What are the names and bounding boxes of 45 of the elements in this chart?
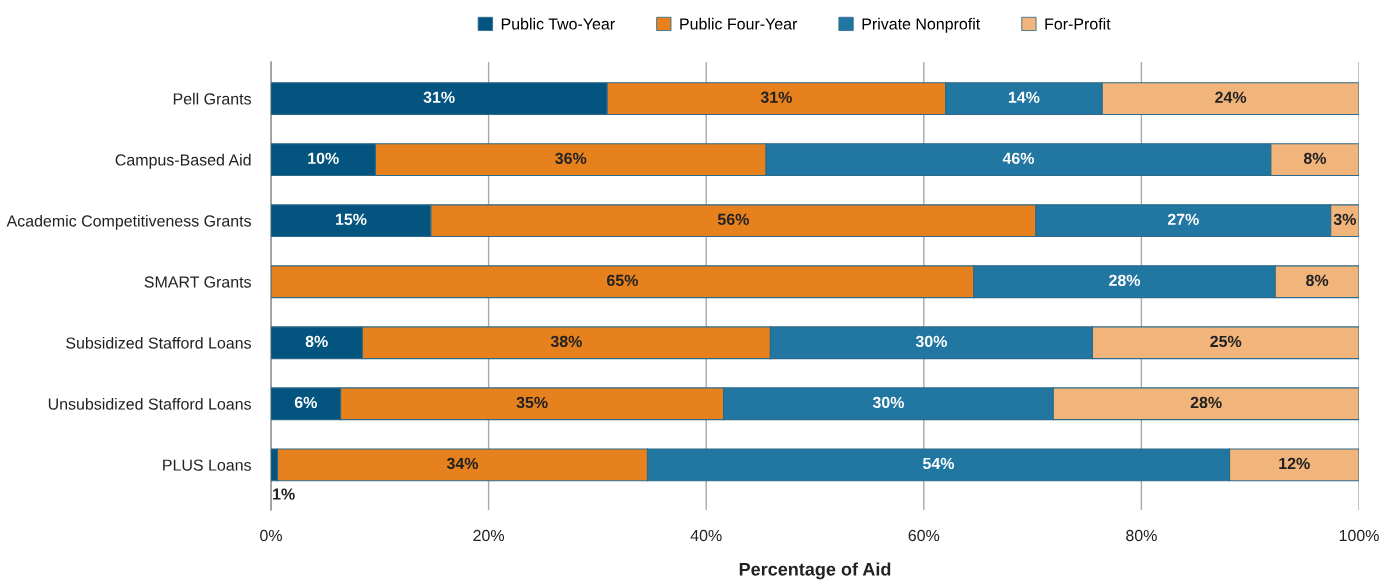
- legend-label: For-Profit: [1045, 17, 1111, 30]
- data-label: 28%: [1190, 396, 1222, 409]
- data-label: 31%: [423, 91, 455, 103]
- data-label: 31%: [760, 91, 792, 103]
- data-label: 6%: [294, 396, 317, 409]
- x-tick-label: 40%: [690, 529, 722, 542]
- y-tick-label: PLUS Loans: [163, 459, 251, 471]
- data-label: 12%: [1279, 457, 1310, 470]
- data-label: 15%: [335, 213, 367, 225]
- data-label: 54%: [923, 457, 955, 470]
- y-tick-label: Unsubsidized Stafford Loans: [48, 398, 251, 410]
- data-label: 1%: [273, 488, 295, 500]
- data-label: 35%: [516, 396, 548, 409]
- x-axis-title: Percentage of Aid: [739, 562, 891, 580]
- data-label: 27%: [1167, 213, 1199, 225]
- data-label: 65%: [607, 274, 638, 287]
- y-tick-label: Academic Competitiveness Grants: [6, 214, 251, 230]
- x-tick-label: 60%: [908, 529, 940, 542]
- data-label: 34%: [446, 457, 479, 470]
- data-label: 36%: [555, 152, 587, 164]
- y-tick-label: Campus-Based Aid: [115, 153, 251, 169]
- legend-label: Private Nonprofit: [862, 17, 981, 33]
- data-label: 8%: [1306, 274, 1329, 287]
- data-label: 3%: [1333, 213, 1356, 225]
- data-label: 28%: [1109, 274, 1141, 287]
- data-label: 25%: [1210, 335, 1242, 348]
- data-label: 38%: [550, 335, 582, 348]
- x-tick-label: 80%: [1126, 529, 1157, 542]
- x-tick-label: 100%: [1339, 529, 1379, 542]
- data-label: 8%: [305, 335, 328, 348]
- data-label: 14%: [1008, 91, 1040, 103]
- data-label: 10%: [308, 152, 339, 164]
- x-tick-label: 0%: [260, 529, 282, 542]
- data-label: 30%: [915, 335, 947, 348]
- y-tick-label: SMART Grants: [144, 276, 251, 288]
- data-label: 24%: [1215, 91, 1247, 103]
- x-tick-label: 20%: [473, 529, 505, 542]
- data-label: 46%: [1002, 152, 1035, 164]
- legend-label: Public Two-Year: [501, 17, 615, 30]
- y-tick-label: Subsidized Stafford Loans: [66, 336, 251, 349]
- data-label: 56%: [717, 213, 749, 225]
- data-label: 8%: [1303, 152, 1327, 164]
- legend-label: Public Four-Year: [680, 17, 798, 30]
- y-tick-label: Pell Grants: [173, 92, 251, 105]
- data-label: 30%: [872, 396, 904, 409]
